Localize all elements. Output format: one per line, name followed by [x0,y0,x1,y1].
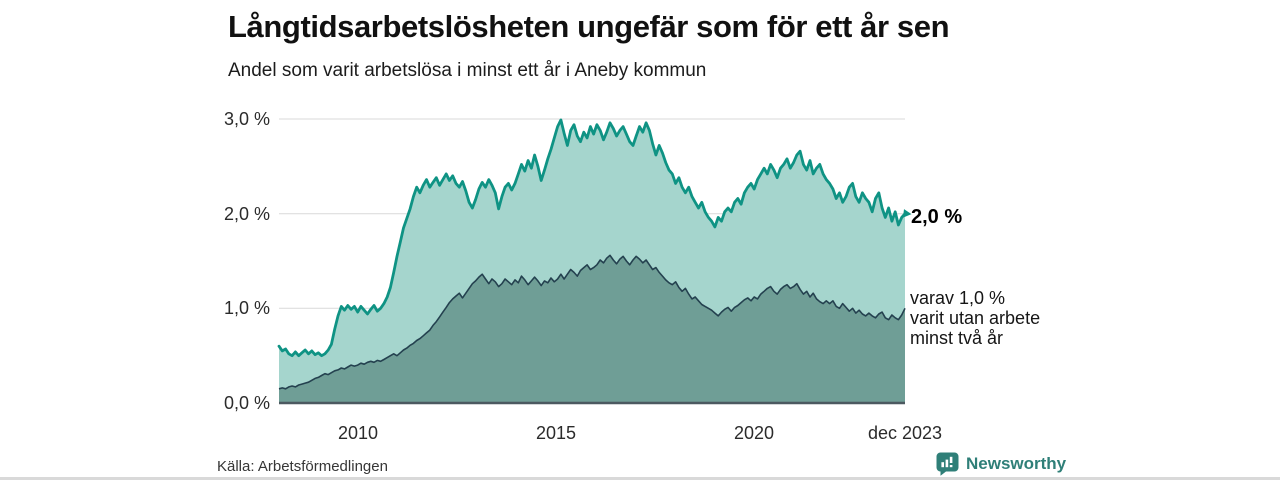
chart-subtitle: Andel som varit arbetslösa i minst ett å… [228,60,707,81]
x-axis-label-2010: 2010 [337,423,379,443]
series-end-label-two-years: varav 1,0 % varit utan arbete minst två … [910,288,1041,348]
x-axis-label-dec-2023: dec 2023 [867,423,943,443]
source-credit: Källa: Arbetsförmedlingen [217,458,388,475]
x-axis-label-2020: 2020 [733,423,775,443]
brand-name: Newsworthy [966,454,1067,473]
area-two-years [279,255,905,403]
newsworthy-logo: Newsworthy [936,452,1066,476]
bar-chart-bubble-icon [936,452,959,476]
y-axis-label-2: 2,0 % [223,204,270,224]
line-two-years [278,254,906,390]
x-axis-label-2015: 2015 [535,423,577,443]
line-end-arrow [903,209,912,218]
page-title: Långtidsarbetslösheten ungefär som för e… [228,9,950,44]
y-axis-label-3: 3,0 % [223,109,270,129]
bottom-edge-divider [0,477,1280,480]
line-total [277,118,907,358]
series-end-label-total: 2,0 % [911,206,963,228]
y-axis-label-1: 1,0 % [223,298,270,318]
y-axis-label-0: 0,0 % [223,393,270,413]
